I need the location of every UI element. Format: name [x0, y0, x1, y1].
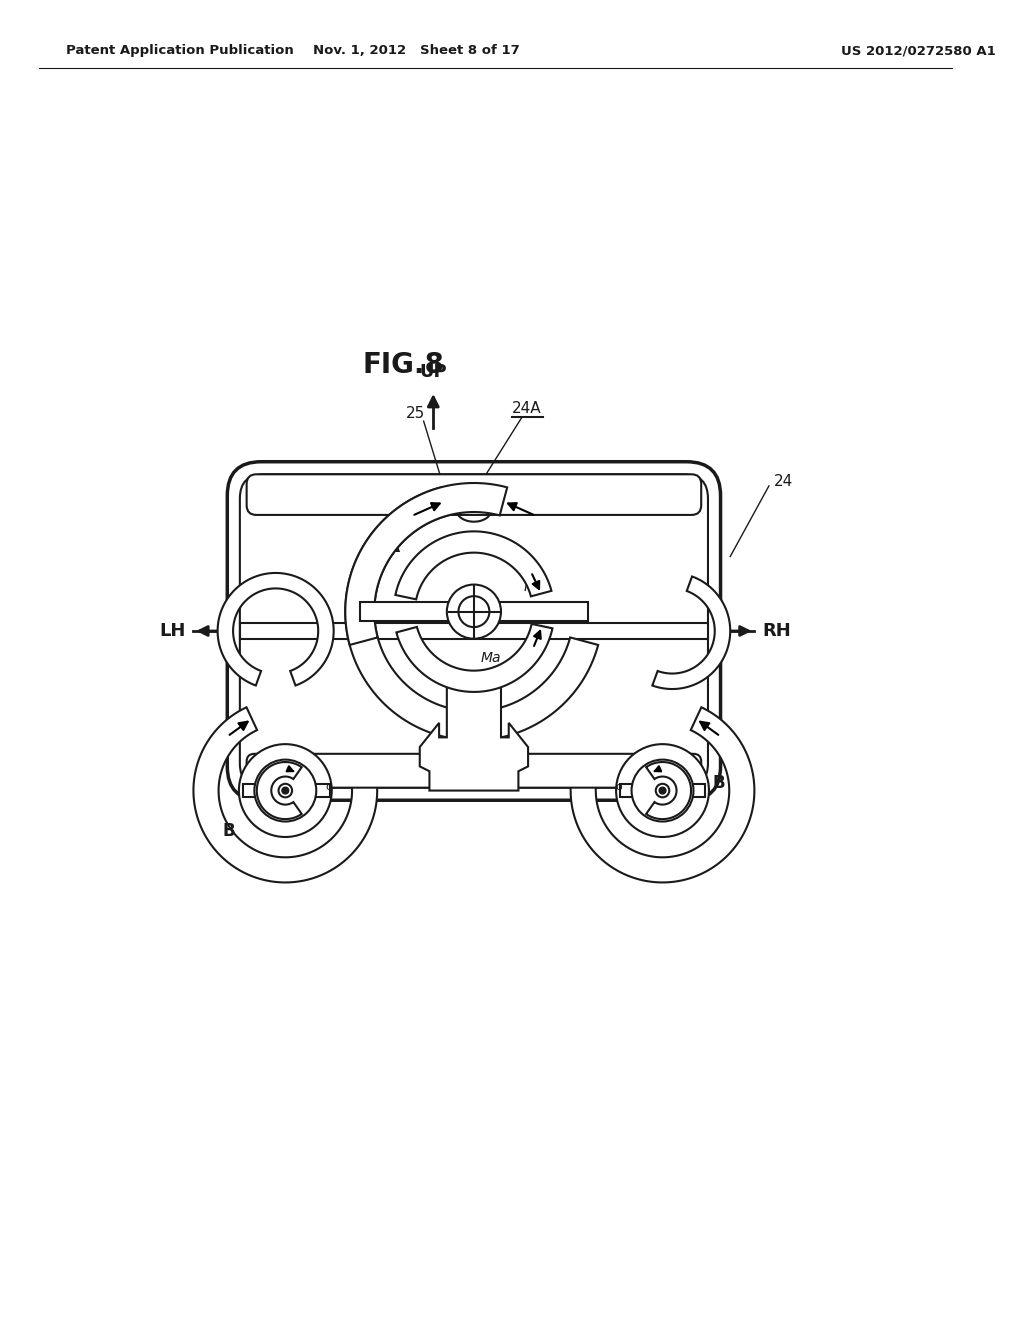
Text: 24A: 24A [512, 401, 542, 416]
Circle shape [459, 597, 489, 627]
Polygon shape [570, 708, 755, 883]
Circle shape [655, 784, 670, 797]
Polygon shape [345, 483, 507, 645]
Circle shape [254, 759, 316, 821]
Text: Patent Application Publication: Patent Application Publication [66, 44, 294, 57]
Circle shape [659, 787, 666, 793]
Polygon shape [395, 532, 552, 599]
Text: Nov. 1, 2012   Sheet 8 of 17: Nov. 1, 2012 Sheet 8 of 17 [312, 44, 519, 57]
Text: Mb: Mb [278, 812, 297, 824]
Text: UP: UP [420, 363, 447, 381]
Bar [359, 602, 452, 622]
Circle shape [282, 787, 289, 793]
Circle shape [632, 759, 693, 821]
Bar [243, 784, 330, 797]
Polygon shape [345, 487, 598, 741]
Text: US 2012/0272580 A1: US 2012/0272580 A1 [842, 44, 996, 57]
Text: FIG.8: FIG.8 [362, 351, 444, 379]
Circle shape [239, 744, 332, 837]
Polygon shape [646, 762, 691, 820]
Bar [620, 784, 706, 797]
FancyBboxPatch shape [227, 462, 721, 800]
Circle shape [446, 585, 501, 639]
FancyBboxPatch shape [247, 474, 701, 515]
Text: o: o [615, 781, 623, 792]
Text: 25: 25 [407, 405, 426, 421]
Text: RH: RH [762, 622, 791, 640]
Bar [497, 602, 588, 622]
Text: Mb: Mb [655, 812, 674, 824]
Text: A: A [383, 536, 400, 556]
FancyBboxPatch shape [247, 754, 701, 788]
Text: B: B [223, 822, 236, 841]
Text: Ma: Ma [523, 581, 544, 594]
Polygon shape [257, 762, 302, 820]
Polygon shape [652, 577, 730, 689]
Text: Ma: Ma [481, 651, 502, 665]
Polygon shape [218, 573, 334, 685]
Text: LH: LH [160, 622, 185, 640]
Circle shape [616, 744, 709, 837]
Text: B: B [713, 774, 725, 792]
Bar [240, 623, 708, 639]
Polygon shape [396, 624, 552, 692]
Circle shape [279, 784, 292, 797]
Text: o: o [326, 781, 332, 792]
Polygon shape [194, 708, 377, 883]
FancyBboxPatch shape [240, 474, 708, 788]
Text: 24: 24 [774, 474, 793, 488]
Polygon shape [420, 681, 528, 791]
